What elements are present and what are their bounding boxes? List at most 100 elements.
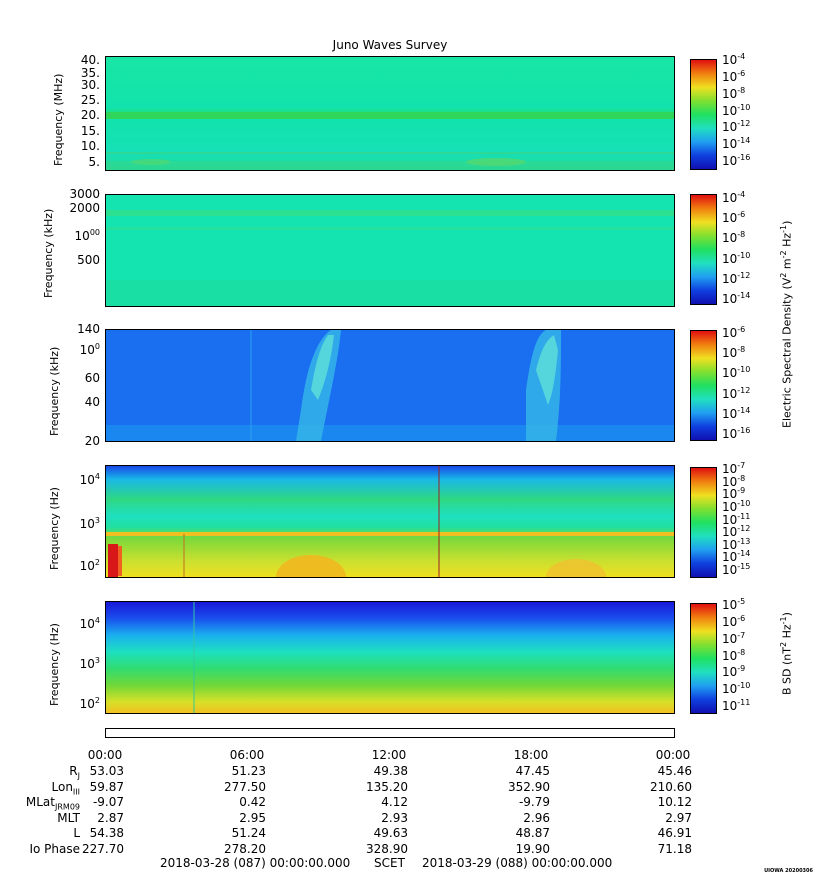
time-axis xyxy=(105,728,675,738)
y-tick-label: 103 xyxy=(79,516,100,531)
colorbar-tick-label: 10-12 xyxy=(722,524,751,540)
colorbar-tick-label: 10-9 xyxy=(722,486,746,502)
ephemeris-value: 135.20 xyxy=(366,779,408,794)
ephemeris-value: 2.97 xyxy=(665,810,692,825)
ephemeris-value: 49.63 xyxy=(373,826,408,840)
ephemeris-value: 352.90 xyxy=(508,779,550,794)
spectrogram-panel-hfr-high xyxy=(105,56,675,171)
spectrogram-image-5 xyxy=(106,602,674,713)
ephemeris-value: 53.03 xyxy=(89,764,124,778)
footer-end: 2018-03-29 (088) 00:00:00.000 xyxy=(422,856,613,870)
ephemeris-row-label: MLatJRM09 xyxy=(25,795,80,812)
spectrogram-panel-magnetic xyxy=(105,601,675,714)
chart-title: Juno Waves Survey xyxy=(332,38,448,52)
uiowa-stamp: UIOWA 20200306 xyxy=(764,868,813,874)
ephemeris-value: 51.23 xyxy=(231,764,266,778)
colorbar-tick-label: 10-6 xyxy=(722,68,746,84)
y-tick-label: 500 xyxy=(77,253,100,267)
colorbar-tick-label: 10-8 xyxy=(722,473,746,489)
colorbar-tick-label: 10-13 xyxy=(722,536,751,552)
spectrogram-image-3 xyxy=(106,330,674,441)
colorbar-tick-label: 10-6 xyxy=(722,325,746,340)
y-tick-label: 102 xyxy=(79,558,100,573)
ephemeris-value: 47.45 xyxy=(515,764,550,778)
y-tick-label: 40 xyxy=(84,395,100,409)
colorbar-1 xyxy=(690,59,717,170)
y-tick-label: 20 xyxy=(84,434,100,448)
electric-colorbar-title: Electric Spectral Density (V2 m-2 Hz-1) xyxy=(779,220,794,428)
y-tick-label: 103 xyxy=(79,656,100,671)
y-tick-label: 2000 xyxy=(69,201,100,215)
ephemeris-value: 48.87 xyxy=(515,826,550,840)
colorbar-tick-label: 10-10 xyxy=(722,102,751,118)
y-tick-label: 104 xyxy=(79,472,100,487)
ephemeris-value: 210.60 xyxy=(650,779,692,794)
colorbar-4 xyxy=(690,467,717,578)
colorbar-tick-label: 10-10 xyxy=(722,365,751,381)
ephemeris-value: 46.91 xyxy=(657,826,692,840)
ephemeris-row-label: L xyxy=(73,826,80,840)
colorbar-tick-label: 10-8 xyxy=(722,647,746,663)
ephemeris-row-label: LonIII xyxy=(51,779,81,796)
colorbar-tick-label: 10-16 xyxy=(722,426,751,441)
y-tick-label: 25. xyxy=(80,93,100,107)
y-tick-label: 1000 xyxy=(74,228,100,243)
ephemeris-value: 227.70 xyxy=(82,841,124,856)
colorbar-3 xyxy=(690,330,717,441)
colorbar-tick-label: 10-14 xyxy=(722,405,751,421)
footer-scet: SCET xyxy=(374,856,405,870)
y-tick-label: 10. xyxy=(80,139,100,153)
colorbar-5 xyxy=(690,603,717,714)
colorbar-tick-label: 10-7 xyxy=(722,630,746,646)
colorbar-tick-label: 10-12 xyxy=(722,270,751,286)
ephemeris-value: 71.18 xyxy=(657,841,692,856)
y-tick-label: 20. xyxy=(80,108,100,122)
y-tick-label: 100 xyxy=(79,342,100,357)
ephemeris-value: 0.42 xyxy=(239,795,266,809)
ephemeris-value: 45.46 xyxy=(657,764,692,778)
colorbar-tick-label: 10-6 xyxy=(722,613,746,629)
colorbar-tick-label: 10-14 xyxy=(722,291,751,306)
spectrogram-panel-lfr-low xyxy=(105,465,675,578)
time-tick-label: 06:00 xyxy=(229,748,265,762)
ephemeris-value: 277.50 xyxy=(224,779,266,794)
ephemeris-value: -9.79 xyxy=(518,795,550,809)
colorbar-tick-label: 10-16 xyxy=(722,153,751,168)
colorbar-tick-label: 10-10 xyxy=(722,498,751,514)
ephemeris-value: 49.38 xyxy=(373,764,408,778)
spectrogram-panel-lfr-high xyxy=(105,329,675,442)
ephemeris-value: 4.12 xyxy=(381,795,408,809)
y-tick-label: 15. xyxy=(80,124,100,138)
colorbar-tick-label: 10-7 xyxy=(722,461,746,476)
time-tick-label: 00:00 xyxy=(655,748,691,762)
spectrogram-image-2 xyxy=(106,195,674,306)
colorbar-tick-label: 10-8 xyxy=(722,230,746,246)
ephemeris-value: 54.38 xyxy=(89,826,124,840)
ephemeris-value: 19.90 xyxy=(515,841,550,856)
colorbar-tick-label: 10-4 xyxy=(722,190,746,205)
spectrogram-image-4 xyxy=(106,466,674,577)
colorbar-tick-label: 10-12 xyxy=(722,385,751,401)
spectrogram-panel-hfr-low xyxy=(105,194,675,307)
colorbar-2 xyxy=(690,194,717,305)
magnetic-colorbar-title: B SD (nT2 Hz-1) xyxy=(779,612,794,695)
colorbar-tick-label: 10-10 xyxy=(722,250,751,266)
y-tick-label: 140 xyxy=(77,322,100,336)
ephemeris-value: 10.12 xyxy=(657,795,692,809)
colorbar-tick-label: 10-11 xyxy=(722,698,751,713)
y-tick-label: 60 xyxy=(84,371,100,385)
ephemeris-row-label: MLT xyxy=(57,810,80,825)
ephemeris-value: 2.96 xyxy=(523,810,550,825)
spectrogram-image-1 xyxy=(106,57,674,170)
y-tick-label: 3000 xyxy=(69,187,100,201)
colorbar-tick-label: 10-12 xyxy=(722,119,751,135)
y-tick-label: 30. xyxy=(80,78,100,92)
y-tick-label: 35. xyxy=(80,66,100,80)
colorbar-tick-label: 10-11 xyxy=(722,511,751,527)
ephemeris-value: 328.90 xyxy=(366,841,408,856)
ephemeris-value: 51.24 xyxy=(231,826,266,840)
colorbar-tick-label: 10-8 xyxy=(722,345,746,361)
time-tick-label: 00:00 xyxy=(87,748,123,762)
colorbar-tick-label: 10-4 xyxy=(722,52,746,67)
ephemeris-value: 2.95 xyxy=(239,810,266,825)
